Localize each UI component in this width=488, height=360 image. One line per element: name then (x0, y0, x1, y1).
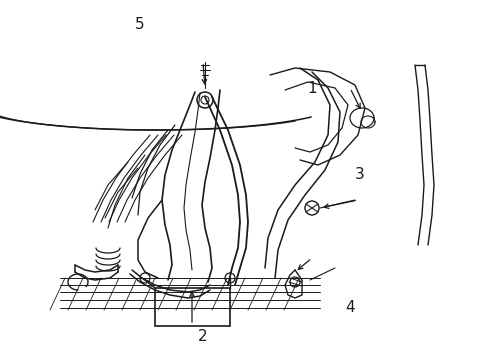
Text: 2: 2 (198, 329, 207, 344)
Circle shape (305, 201, 318, 215)
Text: 4: 4 (344, 300, 354, 315)
Bar (155, 288, 229, 326)
Circle shape (197, 92, 213, 108)
Circle shape (224, 273, 235, 283)
Text: 1: 1 (306, 81, 316, 96)
Text: 3: 3 (354, 167, 364, 182)
Circle shape (289, 277, 299, 287)
Text: 5: 5 (134, 17, 144, 32)
Circle shape (140, 273, 150, 283)
